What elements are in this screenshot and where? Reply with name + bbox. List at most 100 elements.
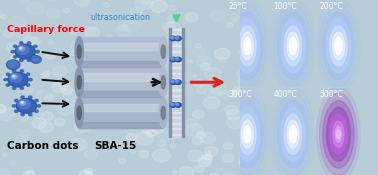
Circle shape [20, 70, 23, 72]
Circle shape [185, 124, 203, 136]
Circle shape [37, 90, 42, 94]
Circle shape [70, 30, 76, 35]
Circle shape [211, 11, 225, 21]
Bar [169, 28, 184, 136]
Circle shape [20, 59, 23, 61]
Circle shape [42, 73, 49, 78]
Circle shape [123, 90, 139, 102]
Circle shape [150, 79, 160, 87]
Circle shape [226, 23, 234, 28]
Bar [79, 43, 163, 50]
Circle shape [48, 81, 56, 86]
Circle shape [241, 76, 252, 84]
Circle shape [8, 61, 16, 66]
Circle shape [170, 144, 175, 148]
Circle shape [234, 92, 238, 95]
Ellipse shape [239, 26, 256, 66]
Circle shape [63, 132, 76, 141]
Circle shape [21, 113, 24, 116]
Circle shape [192, 110, 204, 119]
Circle shape [15, 135, 28, 144]
Circle shape [118, 64, 132, 74]
Circle shape [175, 36, 181, 41]
Circle shape [146, 120, 150, 123]
Circle shape [232, 18, 238, 22]
Circle shape [146, 129, 156, 136]
Circle shape [62, 89, 77, 100]
Circle shape [193, 79, 203, 87]
Ellipse shape [284, 26, 302, 66]
Circle shape [175, 80, 179, 83]
Circle shape [3, 73, 18, 84]
Circle shape [175, 37, 179, 39]
Circle shape [49, 41, 54, 44]
Circle shape [136, 132, 153, 145]
Circle shape [185, 12, 198, 22]
Circle shape [238, 51, 243, 54]
Circle shape [218, 57, 227, 63]
Circle shape [118, 24, 127, 30]
Circle shape [104, 42, 114, 49]
Ellipse shape [274, 93, 312, 175]
Bar [182, 28, 184, 136]
Circle shape [163, 22, 175, 31]
Circle shape [130, 7, 143, 16]
Circle shape [17, 45, 29, 54]
Ellipse shape [289, 126, 297, 143]
Circle shape [195, 44, 201, 48]
Circle shape [239, 132, 246, 137]
Circle shape [37, 105, 40, 107]
Circle shape [170, 37, 174, 39]
Ellipse shape [277, 12, 308, 80]
Circle shape [110, 72, 124, 81]
Circle shape [187, 150, 203, 162]
Circle shape [6, 73, 9, 75]
Circle shape [170, 80, 174, 83]
Ellipse shape [327, 19, 350, 73]
Circle shape [71, 100, 81, 107]
Circle shape [175, 80, 181, 85]
Bar [79, 98, 163, 128]
Circle shape [167, 15, 178, 23]
Circle shape [7, 43, 18, 51]
Circle shape [15, 99, 18, 102]
Ellipse shape [281, 107, 305, 161]
Bar [169, 134, 184, 135]
Circle shape [20, 42, 23, 44]
Circle shape [210, 83, 227, 95]
Circle shape [230, 14, 239, 21]
Circle shape [4, 78, 7, 81]
Ellipse shape [75, 37, 84, 66]
Circle shape [204, 87, 220, 99]
Bar [169, 40, 184, 41]
Circle shape [20, 87, 23, 89]
Bar [79, 37, 163, 66]
Circle shape [222, 154, 234, 162]
Ellipse shape [319, 93, 357, 175]
Bar [169, 95, 184, 96]
Circle shape [205, 68, 222, 80]
Circle shape [64, 8, 70, 13]
Circle shape [164, 22, 181, 34]
Circle shape [20, 114, 28, 121]
Ellipse shape [232, 12, 263, 80]
Circle shape [0, 104, 6, 113]
Circle shape [98, 82, 105, 88]
Circle shape [126, 104, 135, 110]
Ellipse shape [242, 120, 253, 148]
Circle shape [12, 75, 15, 77]
Circle shape [199, 174, 203, 175]
Text: Carbon dots: Carbon dots [7, 141, 79, 151]
Circle shape [11, 75, 17, 79]
Circle shape [223, 142, 233, 149]
Circle shape [12, 105, 15, 107]
Ellipse shape [161, 106, 165, 120]
Circle shape [21, 84, 34, 93]
Circle shape [175, 57, 181, 62]
Circle shape [34, 56, 37, 58]
Circle shape [233, 85, 246, 95]
Ellipse shape [336, 130, 340, 139]
Bar [169, 73, 184, 74]
Bar [169, 56, 184, 57]
Text: 100°C: 100°C [274, 2, 297, 11]
